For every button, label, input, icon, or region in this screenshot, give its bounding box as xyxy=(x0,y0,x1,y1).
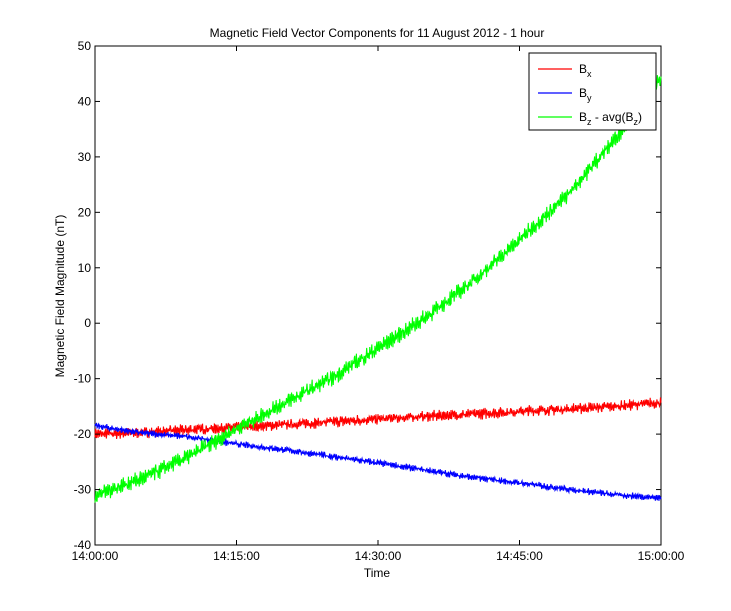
series-line-0 xyxy=(94,397,662,440)
y-tick-label: 10 xyxy=(78,261,92,275)
y-tick-label: 20 xyxy=(78,205,92,219)
plot-area: -40 -30 -20 -10 0 10 20 30 40 50 14:00:00 14:15:00 1… xyxy=(72,39,685,563)
y-tick-label: 0 xyxy=(84,316,91,330)
x-tick-label: 14:30:00 xyxy=(355,549,402,563)
series-layer xyxy=(94,75,662,503)
series-line-2 xyxy=(94,75,662,503)
y-axis-label: Magnetic Field Magnitude (nT) xyxy=(53,215,67,378)
y-tick-label: -30 xyxy=(74,483,92,497)
legend-label-1: By xyxy=(579,86,592,103)
y-tick-label: -10 xyxy=(74,372,92,386)
legend-label-0: Bx xyxy=(579,62,592,79)
legend: Bx By Bz - avg(Bz) xyxy=(528,52,657,131)
series-line-1 xyxy=(94,422,662,501)
x-tick-label: 14:15:00 xyxy=(213,549,260,563)
chart-title: Magnetic Field Vector Components for 11 … xyxy=(210,26,545,40)
y-tick-label: -20 xyxy=(74,427,92,441)
y-tick-label: 40 xyxy=(78,94,92,108)
legend-label-2: Bz - avg(Bz) xyxy=(579,110,642,127)
tick-layer: -40 -30 -20 -10 0 10 20 30 40 50 14:00:00 14:15:00 1… xyxy=(72,39,685,563)
y-tick-label: 50 xyxy=(78,39,92,53)
x-axis-label: Time xyxy=(364,566,391,580)
x-tick-label: 14:00:00 xyxy=(72,549,119,563)
x-tick-label: 15:00:00 xyxy=(638,549,685,563)
y-tick-label: -40 xyxy=(74,538,92,552)
y-tick-label: 30 xyxy=(78,150,92,164)
x-tick-label: 14:45:00 xyxy=(496,549,543,563)
